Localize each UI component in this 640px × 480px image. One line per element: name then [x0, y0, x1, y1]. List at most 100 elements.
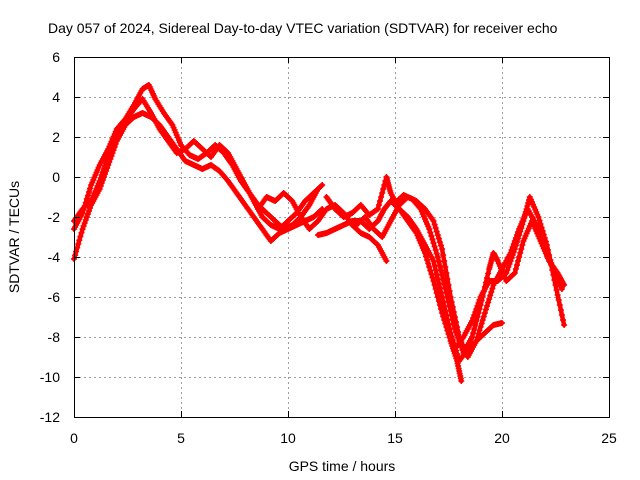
data-point: [469, 318, 475, 324]
data-point: [557, 307, 564, 313]
data-point: [425, 260, 432, 267]
data-point: [433, 271, 440, 278]
data-point: [432, 247, 439, 253]
data-point: [522, 212, 528, 218]
data-point: [86, 189, 92, 195]
y-tick-label: -6: [48, 289, 61, 305]
data-point: [548, 262, 555, 268]
data-point: [84, 192, 91, 199]
data-point: [438, 267, 444, 274]
data-point: [426, 226, 433, 232]
data-point: [87, 199, 93, 205]
data-point: [444, 294, 451, 301]
data-point: [540, 231, 547, 238]
data-point: [519, 221, 526, 228]
data-point: [443, 270, 450, 276]
data-point: [110, 139, 117, 145]
data-point: [438, 242, 444, 249]
data-point: [509, 252, 516, 258]
data-point: [87, 185, 93, 192]
data-point: [515, 258, 521, 264]
data-point: [429, 274, 436, 281]
data-point: [475, 331, 482, 337]
series-satellite-pass-9: [452, 194, 567, 352]
x-tick-label: 15: [387, 430, 403, 446]
data-point: [83, 196, 90, 202]
y-tick-label: 6: [52, 49, 60, 65]
data-point: [550, 272, 557, 278]
data-point: [458, 378, 465, 384]
data-point: [555, 297, 562, 303]
data-point: [77, 233, 84, 240]
data-point: [521, 215, 528, 221]
data-point: [101, 166, 107, 172]
x-tick-label: 0: [70, 430, 78, 446]
data-point: [473, 338, 480, 344]
series-satellite-pass-1: [71, 110, 325, 262]
data-point: [507, 258, 514, 264]
data-point: [74, 244, 81, 251]
data-point: [442, 307, 449, 314]
data-point: [439, 272, 446, 278]
data-point: [554, 292, 561, 298]
data-point: [103, 160, 110, 166]
data-point: [378, 194, 385, 200]
data-point: [319, 182, 326, 188]
data-point: [435, 280, 442, 287]
y-tick-label: -8: [48, 329, 61, 345]
data-point: [510, 271, 517, 277]
data-point: [560, 317, 566, 323]
data-point: [514, 262, 520, 268]
data-point: [471, 326, 478, 332]
data-point: [99, 169, 106, 175]
data-point: [520, 218, 527, 224]
data-point: [428, 233, 435, 239]
data-point: [449, 317, 456, 323]
chart-title: Day 057 of 2024, Sidereal Day-to-day VTE…: [48, 20, 558, 36]
data-point: [535, 214, 542, 220]
data-point: [423, 253, 429, 260]
plot-frame: [74, 57, 610, 418]
data-point: [511, 270, 518, 276]
data-point: [471, 312, 478, 318]
data-point: [440, 252, 447, 258]
data-point: [443, 290, 450, 296]
data-point: [434, 254, 441, 260]
data-point: [435, 258, 442, 265]
data-point: [446, 325, 453, 332]
data-point: [440, 276, 447, 283]
data-point: [442, 264, 449, 270]
data-point: [561, 282, 568, 288]
data-point: [111, 136, 118, 142]
data-point: [511, 246, 518, 252]
data-point: [499, 320, 505, 326]
data-point: [476, 327, 483, 334]
data-point: [446, 303, 453, 310]
data-point: [516, 232, 523, 238]
data-point: [522, 209, 529, 215]
data-point: [539, 228, 546, 234]
data-point: [476, 297, 483, 303]
data-point: [486, 296, 493, 302]
data-point: [81, 220, 88, 226]
data-point: [479, 317, 486, 323]
data-point: [454, 332, 461, 338]
data-point: [379, 190, 386, 196]
grid-layer: [74, 57, 609, 417]
data-point: [447, 330, 454, 336]
y-tick-label: -10: [40, 369, 60, 385]
data-point: [450, 340, 457, 347]
data-point: [431, 221, 438, 228]
data-point: [448, 333, 455, 340]
y-tick-label: 4: [52, 89, 60, 105]
x-axis-label: GPS time / hours: [289, 458, 396, 474]
data-point: [553, 287, 560, 293]
series-satellite-pass-1-markers: [71, 110, 326, 262]
data-point: [474, 303, 481, 309]
y-tick-label: -4: [48, 249, 61, 265]
data-point: [478, 320, 485, 327]
data-point: [108, 145, 115, 151]
data-point: [426, 264, 433, 270]
data-point: [515, 235, 521, 242]
